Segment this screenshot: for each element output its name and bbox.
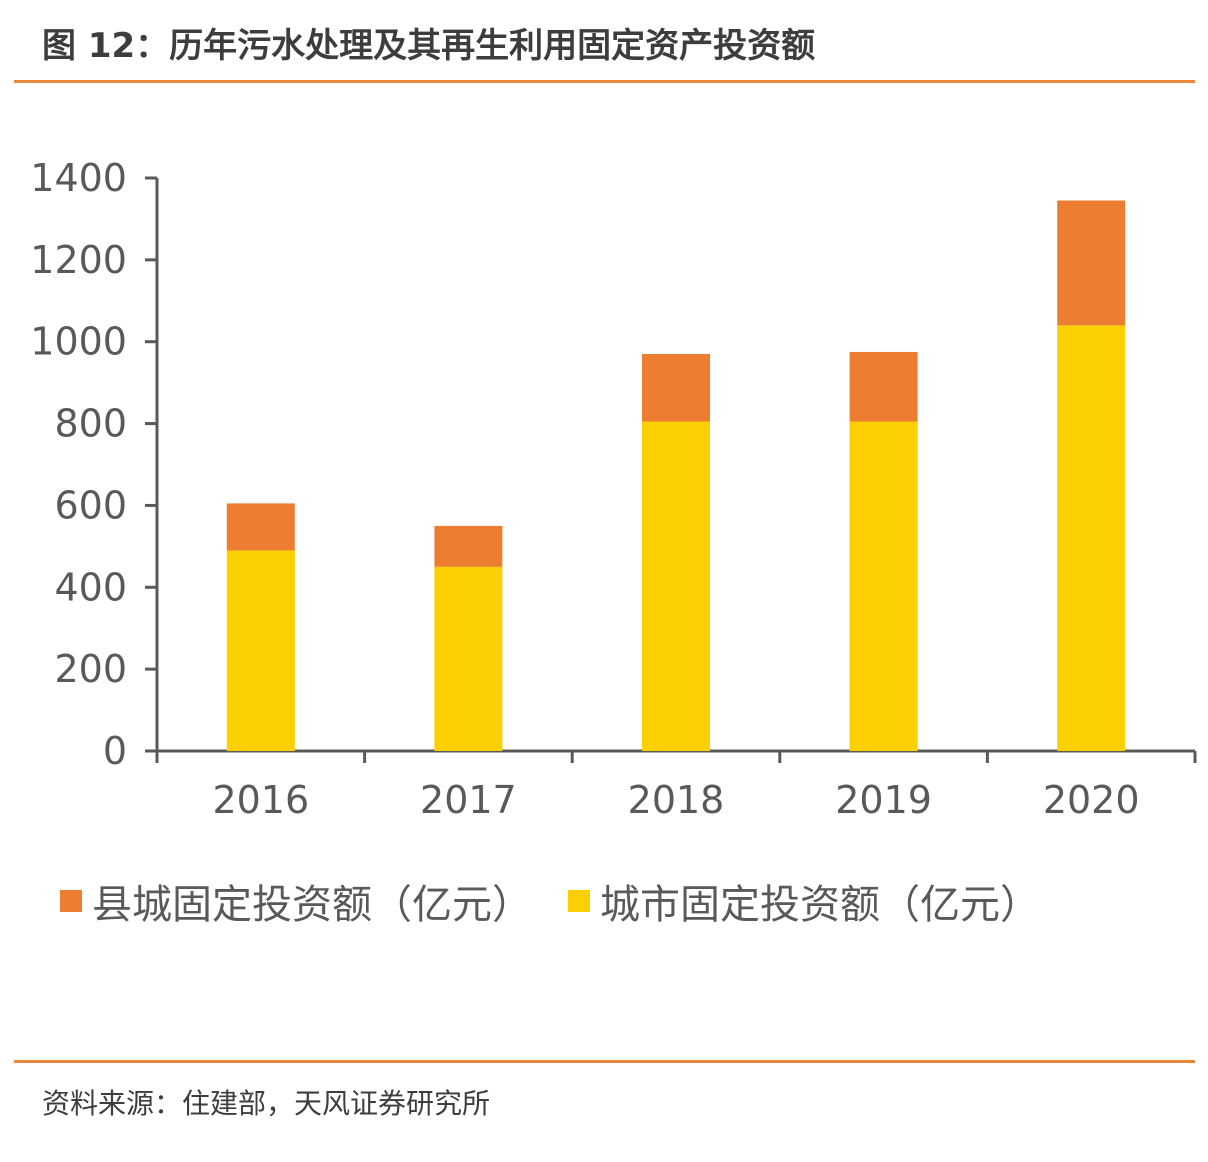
bar-city-2019 bbox=[849, 421, 918, 751]
y-tick-label: 800 bbox=[54, 402, 127, 446]
legend: 县城固定投资额（亿元） 城市固定投资额（亿元） bbox=[60, 872, 1076, 930]
bar-city-2020 bbox=[1057, 325, 1126, 751]
legend-label-city: 城市固定投资额（亿元） bbox=[600, 882, 1040, 928]
y-tick-label: 600 bbox=[54, 483, 127, 527]
y-tick-label: 1200 bbox=[30, 238, 127, 282]
bar-city-2018 bbox=[642, 421, 710, 751]
y-tick-label: 400 bbox=[54, 565, 127, 609]
bar-city-2016 bbox=[226, 550, 295, 751]
bar-county-2020 bbox=[1057, 200, 1126, 326]
x-tick-label: 2016 bbox=[212, 778, 309, 822]
bar-county-2016 bbox=[226, 503, 295, 551]
legend-swatch-city bbox=[568, 890, 590, 912]
y-tick-label: 1400 bbox=[30, 156, 127, 200]
legend-swatch-county bbox=[60, 890, 82, 912]
bottom-divider bbox=[14, 1060, 1195, 1063]
top-divider bbox=[14, 80, 1195, 83]
y-tick-label: 200 bbox=[54, 647, 127, 691]
y-tick-label: 0 bbox=[103, 729, 127, 773]
bar-city-2017 bbox=[434, 566, 503, 751]
legend-label-county: 县城固定投资额（亿元） bbox=[92, 882, 532, 928]
legend-item-county: 县城固定投资额（亿元） bbox=[60, 872, 532, 930]
bar-county-2017 bbox=[434, 525, 503, 567]
x-tick-label: 2020 bbox=[1043, 778, 1140, 822]
chart-title: 图 12：历年污水处理及其再生利用固定资产投资额 bbox=[42, 26, 816, 66]
stacked-bar-chart: 0 200 400 600 800 1000 1200 1400 2016 2017 2018 201… bbox=[30, 156, 1197, 822]
x-tick-label: 2018 bbox=[628, 778, 725, 822]
bar-county-2018 bbox=[642, 353, 710, 422]
source-note: 资料来源：住建部，天风证券研究所 bbox=[42, 1087, 491, 1120]
legend-item-city: 城市固定投资额（亿元） bbox=[568, 872, 1040, 930]
bar-county-2019 bbox=[849, 351, 918, 422]
x-tick-label: 2019 bbox=[835, 778, 932, 822]
x-tick-label: 2017 bbox=[420, 778, 517, 822]
y-tick-label: 1000 bbox=[30, 320, 127, 364]
